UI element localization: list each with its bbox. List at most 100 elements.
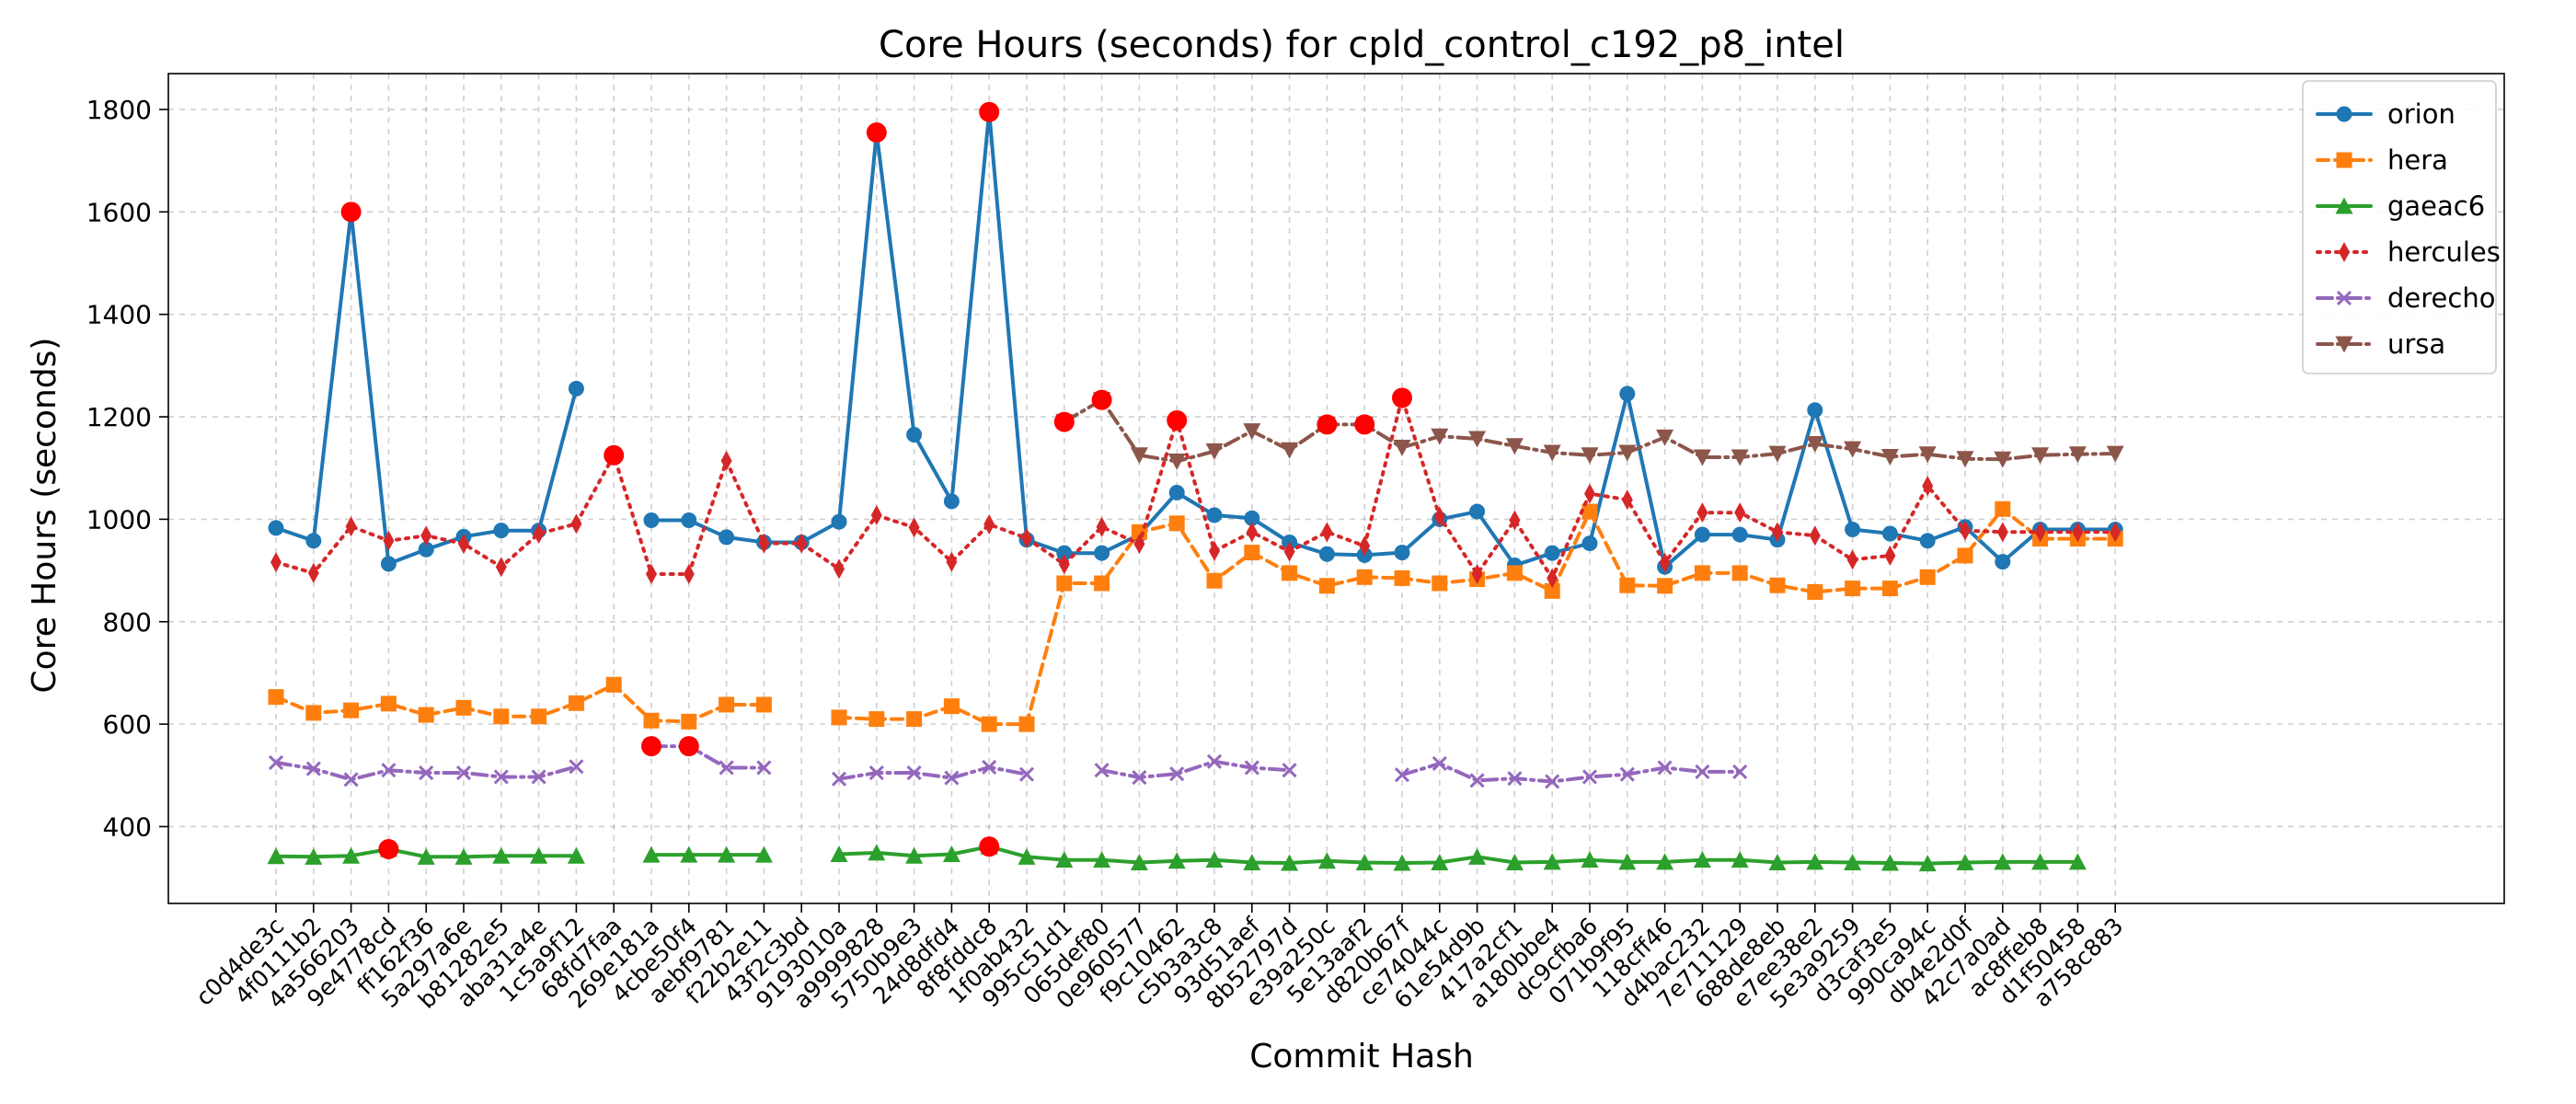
data-point-hercules	[1433, 506, 1445, 527]
data-point-gaeac6	[1918, 855, 1937, 872]
data-point-hercules	[1209, 540, 1220, 561]
data-point-derecho	[868, 765, 884, 781]
data-point-derecho	[719, 760, 734, 776]
data-point-hercules	[1246, 522, 1258, 543]
data-point-gaeac6	[342, 846, 361, 864]
data-point-orion	[906, 427, 923, 443]
data-point-gaeac6	[530, 846, 548, 864]
data-point-gaeac6	[1205, 851, 1224, 868]
data-point-hercules	[270, 552, 282, 573]
data-point-gaeac6	[454, 847, 473, 865]
data-point-orion	[1919, 533, 1936, 549]
data-point-orion	[1244, 510, 1260, 526]
data-point-gaeac6	[1693, 851, 1711, 868]
data-point-hera	[1731, 565, 1748, 581]
data-point-hercules	[458, 534, 469, 555]
data-point-gaeac6	[905, 846, 924, 864]
grid-lines	[168, 74, 2504, 903]
legend-label-gaeac6: gaeac6	[2387, 190, 2485, 222]
data-point-orion	[1168, 484, 1185, 500]
data-point-orion	[493, 523, 510, 539]
data-point-derecho	[569, 759, 584, 775]
data-point-gaeac6	[868, 844, 886, 861]
data-point-hera	[418, 707, 434, 723]
data-point-orion	[1881, 525, 1898, 542]
data-point-hera	[1506, 565, 1523, 581]
data-point-orion	[1581, 535, 1598, 552]
data-point-ursa	[1731, 449, 1749, 466]
data-point-hercules	[908, 517, 920, 538]
data-point-hera	[943, 698, 960, 715]
data-point-ursa	[1431, 428, 1449, 445]
data-point-orion	[1619, 385, 1636, 402]
chart-title: Core Hours (seconds) for cpld_control_c1…	[879, 24, 1845, 66]
data-point-gaeac6	[1956, 853, 1974, 870]
data-point-gaeac6	[267, 847, 285, 865]
data-point-orion	[1206, 507, 1223, 523]
legend-label-ursa: ursa	[2387, 328, 2445, 360]
data-point-ursa	[1543, 444, 1561, 462]
x-axis-ticks: c0d4de3c4f0111b24a5662039e4778cdff162f36…	[190, 903, 2128, 1014]
data-point-gaeac6	[1281, 854, 1299, 871]
data-point-orion	[1394, 545, 1410, 561]
series-gaeac6	[267, 837, 2087, 872]
data-point-gaeac6	[1393, 854, 1411, 871]
data-point-ursa	[1880, 448, 1899, 466]
data-point-ursa	[1281, 442, 1299, 459]
y-tick-label: 1800	[86, 95, 152, 125]
data-point-hera	[1168, 515, 1185, 532]
data-point-ursa	[1844, 441, 1862, 458]
data-point-ursa	[1167, 453, 1186, 470]
data-point-ursa	[1130, 447, 1148, 465]
data-point-gaeac6	[1731, 851, 1749, 868]
data-point-derecho	[305, 761, 321, 776]
data-point-derecho	[1469, 773, 1485, 788]
data-point-hercules	[1884, 545, 1896, 566]
data-point-hercules	[1509, 510, 1521, 531]
legend-marker-gaeac6	[2335, 197, 2353, 214]
data-point-orion	[943, 493, 960, 510]
data-point-ursa	[1505, 438, 1524, 455]
data-point-ursa	[2031, 447, 2050, 465]
data-point-orion	[1845, 522, 1861, 538]
data-point-orion	[418, 541, 434, 558]
data-point-gaeac6	[1844, 853, 1862, 870]
y-tick-label: 1600	[86, 197, 152, 227]
data-point-hera	[493, 708, 510, 725]
legend-item-derecho: derecho	[2316, 282, 2495, 314]
data-point-hera	[605, 676, 622, 693]
data-point-hera	[1881, 581, 1898, 597]
data-point-ursa	[1243, 423, 1261, 441]
data-point-derecho	[1695, 764, 1710, 779]
anomaly-point-orion	[340, 201, 362, 223]
legend-item-ursa: ursa	[2316, 328, 2445, 360]
data-point-hera	[1206, 572, 1223, 589]
data-point-hera	[1769, 577, 1786, 593]
data-point-hera	[981, 716, 997, 732]
data-point-hera	[681, 713, 697, 730]
data-point-derecho	[756, 760, 772, 776]
data-point-hercules	[1621, 489, 1633, 511]
anomaly-point-derecho	[641, 736, 661, 757]
data-point-orion	[1094, 545, 1110, 561]
series-orion	[268, 104, 2123, 575]
data-point-orion	[1469, 503, 1486, 520]
y-tick-label: 1200	[86, 402, 152, 432]
data-point-hercules	[1772, 522, 1783, 543]
data-point-hercules	[1547, 568, 1558, 589]
data-point-ursa	[2106, 445, 2124, 463]
data-point-hercules	[1809, 525, 1821, 546]
data-point-hera	[1657, 578, 1673, 594]
data-point-hera	[568, 695, 584, 711]
data-point-hercules	[1696, 502, 1708, 523]
data-point-hercules	[758, 533, 770, 554]
data-point-orion	[305, 533, 322, 549]
data-point-hercules	[1096, 516, 1108, 537]
data-point-hera	[643, 712, 660, 729]
data-point-gaeac6	[942, 845, 960, 863]
data-point-derecho	[419, 765, 434, 781]
data-point-ursa	[1994, 451, 2012, 468]
data-point-orion	[1731, 526, 1748, 543]
data-point-hera	[1581, 503, 1598, 520]
y-axis-ticks: 400 600 800 1000 1200 1400 1600 1800	[86, 95, 168, 842]
